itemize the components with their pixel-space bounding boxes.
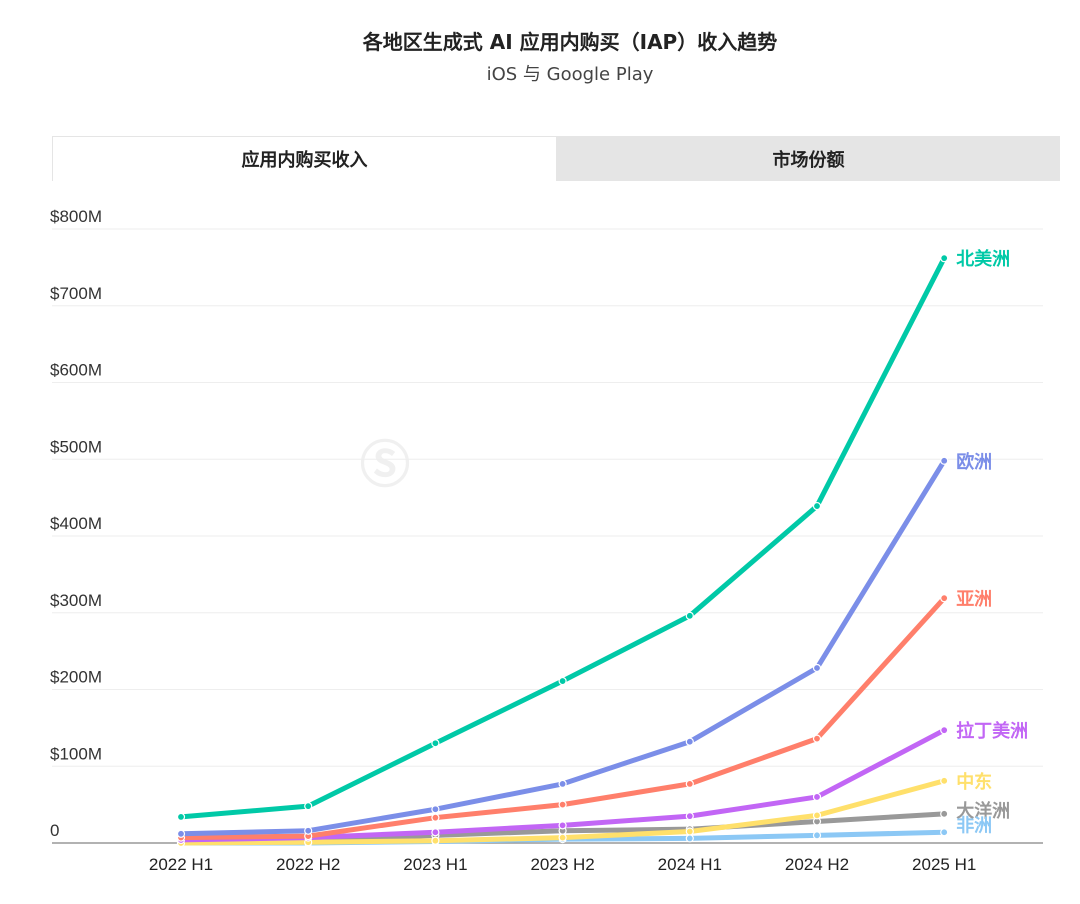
line-chart: 0 $100M $200M $300M $400M $500M $600M $700M $800… bbox=[50, 207, 1043, 874]
data-point bbox=[304, 826, 313, 835]
tab-market-share[interactable]: 市场份额 bbox=[772, 149, 845, 171]
data-point bbox=[558, 800, 567, 809]
data-point bbox=[812, 831, 822, 840]
data-point bbox=[431, 836, 440, 845]
data-point bbox=[812, 734, 822, 743]
data-point bbox=[940, 828, 949, 837]
series-label: 非洲 bbox=[956, 814, 992, 836]
data-point bbox=[685, 737, 694, 746]
data-point bbox=[176, 812, 186, 822]
data-point bbox=[685, 834, 694, 843]
y-tick-label: 0 bbox=[50, 821, 59, 840]
x-tick-label: 2025 H1 bbox=[912, 855, 976, 874]
y-tick-label: $300M bbox=[50, 591, 102, 610]
y-tick-label: $400M bbox=[50, 514, 102, 533]
y-tick-label: $700M bbox=[50, 284, 102, 303]
chart-title: 各地区生成式 AI 应用内购买（IAP）收入趋势 bbox=[362, 30, 778, 54]
data-point bbox=[431, 813, 440, 822]
y-tick-label: $200M bbox=[50, 668, 102, 687]
y-tick-label: $500M bbox=[50, 437, 102, 456]
data-point bbox=[940, 726, 949, 735]
data-point bbox=[812, 811, 822, 820]
x-tick-label: 2023 H2 bbox=[530, 855, 594, 874]
x-tick-label: 2024 H2 bbox=[785, 855, 849, 874]
data-point bbox=[685, 779, 694, 789]
x-tick-label: 2024 H1 bbox=[658, 855, 722, 874]
data-point bbox=[812, 663, 822, 673]
data-point bbox=[558, 676, 567, 686]
data-point bbox=[812, 501, 822, 511]
series-label: 拉丁美洲 bbox=[956, 720, 1028, 742]
chart-subtitle: iOS 与 Google Play bbox=[486, 64, 654, 85]
data-point bbox=[940, 456, 949, 465]
data-point bbox=[558, 833, 567, 842]
series-line bbox=[178, 255, 947, 820]
series-label: 中东 bbox=[956, 771, 992, 793]
data-point bbox=[685, 812, 694, 821]
data-point bbox=[685, 611, 694, 620]
data-point bbox=[431, 739, 440, 748]
y-tick-label: $800M bbox=[50, 207, 102, 226]
y-tick-label: $100M bbox=[50, 744, 102, 763]
watermark-logo: Ⓢ bbox=[360, 436, 410, 494]
series-label: 亚洲 bbox=[956, 589, 992, 610]
x-tick-label: 2022 H2 bbox=[276, 855, 340, 874]
data-point bbox=[940, 594, 949, 603]
data-point bbox=[940, 776, 949, 785]
data-point bbox=[558, 821, 567, 830]
y-tick-label: $600M bbox=[50, 361, 102, 380]
x-tick-label: 2022 H1 bbox=[149, 855, 213, 874]
data-point bbox=[431, 805, 440, 814]
series-label: 北美洲 bbox=[956, 248, 1010, 270]
tab-iap-revenue[interactable]: 应用内购买收入 bbox=[52, 136, 557, 181]
data-point bbox=[940, 809, 949, 818]
series-label: 欧洲 bbox=[956, 451, 992, 473]
data-point bbox=[176, 829, 186, 838]
series-label: 大洋洲 bbox=[956, 800, 1010, 822]
data-point bbox=[431, 828, 440, 837]
data-point bbox=[685, 827, 694, 836]
x-tick-label: 2023 H1 bbox=[403, 855, 467, 874]
tab-bar: 应用内购买收入 市场份额 bbox=[52, 136, 1060, 181]
series-line bbox=[178, 458, 947, 837]
data-point bbox=[940, 254, 949, 263]
data-point bbox=[304, 802, 313, 811]
data-point bbox=[558, 779, 567, 789]
data-point bbox=[812, 792, 822, 802]
